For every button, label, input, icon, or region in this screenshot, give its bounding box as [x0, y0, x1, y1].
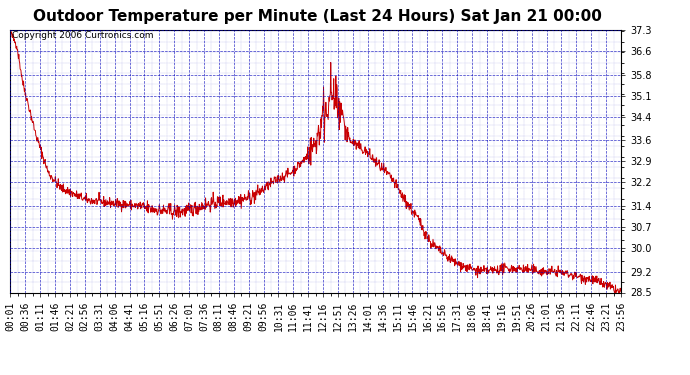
Text: Outdoor Temperature per Minute (Last 24 Hours) Sat Jan 21 00:00: Outdoor Temperature per Minute (Last 24 …: [33, 9, 602, 24]
Text: Copyright 2006 Curtronics.com: Copyright 2006 Curtronics.com: [12, 32, 153, 40]
